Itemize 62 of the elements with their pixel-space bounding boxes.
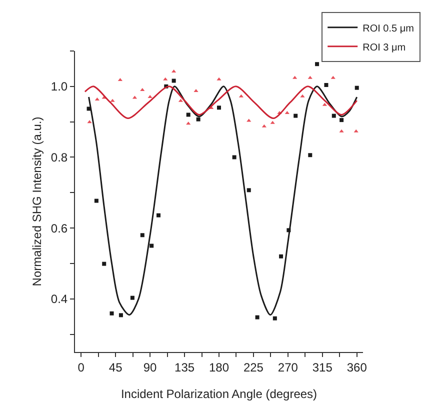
x-axis-title: Incident Polarization Angle (degrees) xyxy=(120,387,318,401)
point xyxy=(232,155,236,160)
x-tick-label: 0 xyxy=(78,360,85,374)
point xyxy=(110,98,115,102)
x-tick-label: 315 xyxy=(312,360,333,374)
x-tick-label: 90 xyxy=(143,360,158,374)
point xyxy=(279,254,284,258)
x-tick-label: 180 xyxy=(208,360,230,374)
point xyxy=(272,316,277,320)
point xyxy=(270,120,275,124)
point xyxy=(150,244,154,248)
point xyxy=(186,122,191,125)
x-tick-label: 360 xyxy=(346,360,368,374)
point xyxy=(156,213,160,218)
point xyxy=(284,110,290,114)
point xyxy=(308,153,312,158)
legend-label: ROI 0.5 μm xyxy=(362,23,414,34)
x-tick-label: 45 xyxy=(108,360,123,374)
point xyxy=(172,78,176,83)
point xyxy=(196,117,200,122)
y-tick-label: 0.4 xyxy=(50,292,68,306)
point xyxy=(315,62,320,66)
y-tick-label: 1.0 xyxy=(50,80,68,94)
point xyxy=(246,188,251,192)
point xyxy=(332,114,336,118)
point xyxy=(246,118,252,122)
y-tick-label: 0.8 xyxy=(50,150,68,164)
point xyxy=(330,76,336,79)
point xyxy=(292,76,298,79)
point xyxy=(102,262,106,266)
point xyxy=(148,95,152,98)
x-tick-label: 225 xyxy=(243,360,264,374)
x-tick-label: 270 xyxy=(278,360,298,374)
point xyxy=(130,296,134,300)
point xyxy=(300,94,305,98)
point xyxy=(294,114,298,118)
y-tick-label: 0.6 xyxy=(50,221,68,236)
point xyxy=(118,313,123,318)
point xyxy=(354,129,358,132)
point xyxy=(186,112,190,117)
point xyxy=(340,118,344,122)
point xyxy=(118,78,122,82)
point xyxy=(255,315,260,320)
point xyxy=(163,77,168,80)
point xyxy=(262,124,266,128)
point xyxy=(339,129,344,132)
point xyxy=(194,89,198,92)
point xyxy=(216,77,222,80)
point xyxy=(172,70,176,73)
y-axis-title: Normalized SHG Intensity (a.u.) xyxy=(30,116,44,286)
point xyxy=(354,86,359,90)
point xyxy=(110,311,114,316)
legend-label: ROI 3 μm xyxy=(362,42,406,54)
point xyxy=(324,83,328,87)
point xyxy=(94,198,98,203)
point xyxy=(217,106,221,110)
line-series xyxy=(84,86,358,120)
point xyxy=(140,233,144,238)
point xyxy=(140,88,145,91)
line-series xyxy=(88,86,358,316)
point xyxy=(308,76,312,79)
x-tick-label: 135 xyxy=(174,360,195,374)
